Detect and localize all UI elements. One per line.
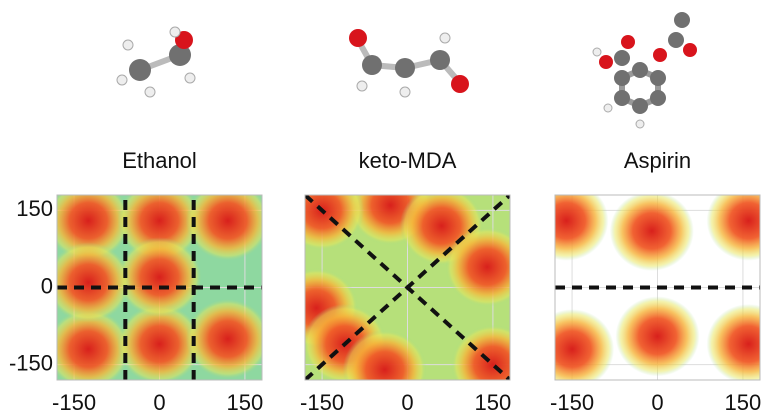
x-tick-label: -150 xyxy=(300,390,344,415)
molecule-keto-mda xyxy=(349,29,469,98)
density-hotspot xyxy=(615,296,700,377)
density-hotspot xyxy=(706,195,760,261)
plot-frame xyxy=(554,194,761,381)
plot-frame xyxy=(304,194,511,381)
density-hotspot xyxy=(185,195,262,261)
plot-frame xyxy=(56,194,263,381)
chart-title: keto-MDA xyxy=(359,148,457,173)
x-tick-label: 150 xyxy=(227,390,264,415)
density-hotspot xyxy=(342,329,427,380)
x-tick-label: 0 xyxy=(651,390,663,415)
molecule-ethanol xyxy=(116,26,196,98)
y-tick-label: 0 xyxy=(41,273,53,298)
density-hotspot xyxy=(185,298,262,379)
y-tick-label: 150 xyxy=(16,196,53,221)
density-hotspot xyxy=(609,195,694,271)
density-hotspot xyxy=(57,195,131,261)
density-hotspot xyxy=(117,237,202,318)
y-tick-label: -150 xyxy=(9,350,53,375)
density-hotspot xyxy=(117,304,202,380)
plot-area xyxy=(305,195,510,380)
x-tick-label: 150 xyxy=(725,390,762,415)
x-tick-label: 150 xyxy=(475,390,512,415)
density-hotspot xyxy=(555,309,615,380)
x-tick-label: 0 xyxy=(153,390,165,415)
chart-title: Aspirin xyxy=(624,148,691,173)
density-hotspot xyxy=(57,309,131,380)
density-hotspot xyxy=(555,195,609,261)
dashed-line xyxy=(305,195,510,380)
plot-area xyxy=(555,195,760,380)
molecule-aspirin xyxy=(592,12,697,129)
density-hotspot xyxy=(57,242,131,323)
plot-area xyxy=(57,195,262,380)
density-hotspot xyxy=(445,226,510,307)
x-tick-label: -150 xyxy=(52,390,96,415)
x-tick-label: 0 xyxy=(401,390,413,415)
x-tick-label: -150 xyxy=(550,390,594,415)
density-hotspot xyxy=(706,304,760,380)
chart-title: Ethanol xyxy=(122,148,197,173)
